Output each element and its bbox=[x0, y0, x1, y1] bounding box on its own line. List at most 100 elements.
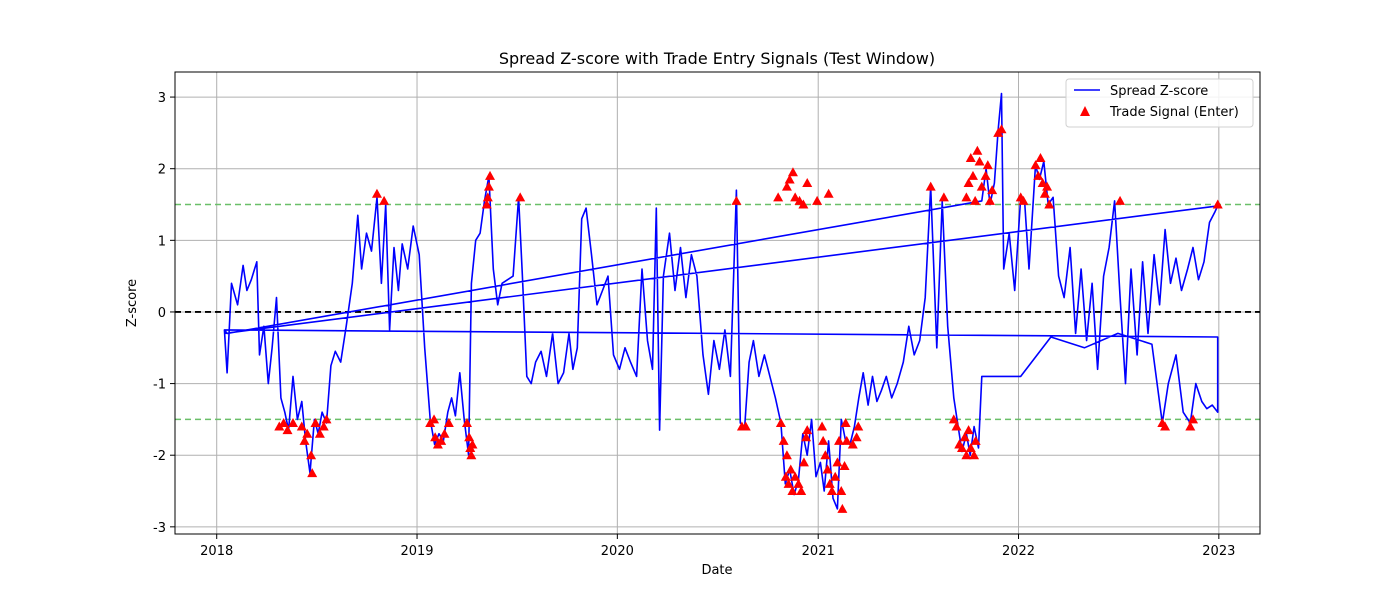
trade-signal-point bbox=[778, 435, 789, 445]
trade-signal-point bbox=[818, 435, 829, 445]
trade-signal-point bbox=[299, 435, 310, 445]
trade-signal-point bbox=[839, 460, 850, 470]
trade-signal-point bbox=[965, 152, 976, 162]
trade-signal-point bbox=[967, 170, 978, 180]
trade-signal-point bbox=[1044, 199, 1055, 209]
trade-signal-point bbox=[287, 417, 298, 427]
plot-area bbox=[175, 92, 1260, 513]
trade-signal-point bbox=[278, 417, 289, 427]
trade-signal-point bbox=[812, 195, 823, 205]
trade-signal-point bbox=[482, 192, 493, 202]
trade-signal-point bbox=[976, 181, 987, 191]
trade-signal-point bbox=[307, 468, 318, 478]
y-tick-label: -3 bbox=[153, 521, 166, 536]
trade-signal-point bbox=[793, 478, 804, 488]
trade-signal-point bbox=[948, 414, 959, 424]
trade-signal-point bbox=[925, 181, 936, 191]
trade-signal-point bbox=[802, 178, 813, 188]
trade-signal-point bbox=[951, 421, 962, 431]
trade-signal-point bbox=[1042, 181, 1053, 191]
trade-signal-point bbox=[731, 195, 742, 205]
x-axis-label: Date bbox=[701, 563, 732, 578]
trade-signal-point bbox=[310, 417, 321, 427]
trade-signal-point bbox=[466, 450, 477, 460]
trade-signal-point bbox=[959, 432, 970, 442]
trade-signal-point bbox=[851, 432, 862, 442]
x-tick-label: 2020 bbox=[601, 544, 634, 559]
trade-signal-point bbox=[963, 425, 974, 435]
trade-signal-point bbox=[740, 421, 751, 431]
trade-signal-point bbox=[938, 192, 949, 202]
y-tick-label: 2 bbox=[158, 163, 166, 178]
trade-signal-point bbox=[972, 145, 983, 155]
legend-box bbox=[1065, 78, 1254, 128]
y-axis-label: Z-score bbox=[125, 279, 140, 327]
y-axis: -3 -2 -1 0 1 2 3 bbox=[153, 91, 175, 536]
trade-signal-point bbox=[802, 425, 813, 435]
trade-signal-point bbox=[987, 185, 998, 195]
trade-signal-point bbox=[996, 124, 1007, 134]
trade-signal-point bbox=[306, 450, 317, 460]
trade-signal-point bbox=[439, 428, 450, 438]
trade-signal-point bbox=[963, 178, 974, 188]
trade-signal-point bbox=[282, 425, 293, 435]
trade-signal-point bbox=[796, 486, 807, 496]
trade-signal-point bbox=[965, 443, 976, 453]
trade-signal-point bbox=[787, 167, 798, 177]
trade-signal-point bbox=[781, 450, 792, 460]
trade-signal-point bbox=[790, 192, 801, 202]
x-tick-label: 2023 bbox=[1202, 544, 1235, 559]
trade-signal-point bbox=[817, 421, 828, 431]
trade-signal-point bbox=[970, 435, 981, 445]
y-tick-label: 3 bbox=[158, 91, 166, 106]
trade-signal-point bbox=[853, 421, 864, 431]
trade-signal-point bbox=[798, 199, 809, 209]
trade-signal-point bbox=[318, 421, 329, 431]
trade-signal-point bbox=[780, 471, 791, 481]
trade-signal-point bbox=[961, 450, 972, 460]
trade-signal-point bbox=[1037, 178, 1048, 188]
trade-signal-point bbox=[826, 486, 837, 496]
x-tick-label: 2022 bbox=[1002, 544, 1035, 559]
trade-signal-point bbox=[296, 421, 307, 431]
trade-signal-point bbox=[783, 478, 794, 488]
trade-signal-point bbox=[784, 174, 795, 184]
trade-signal-point bbox=[436, 435, 447, 445]
trade-signal-point bbox=[830, 471, 841, 481]
x-tick-label: 2021 bbox=[802, 544, 835, 559]
trade-signal-point bbox=[841, 435, 852, 445]
trade-signal-point bbox=[775, 417, 786, 427]
trade-signal-point bbox=[961, 192, 972, 202]
legend-label-signal: Trade Signal (Enter) bbox=[1109, 105, 1239, 120]
trade-signal-point bbox=[832, 457, 843, 467]
chart-title: Spread Z-score with Trade Entry Signals … bbox=[499, 49, 935, 68]
trade-signal-point bbox=[836, 486, 847, 496]
trade-signal-point bbox=[773, 192, 784, 202]
trade-signal-point bbox=[984, 195, 995, 205]
trade-signal-point bbox=[785, 464, 796, 474]
trade-signal-point bbox=[443, 417, 454, 427]
trade-signal-point bbox=[824, 478, 835, 488]
trade-signal-point bbox=[822, 464, 833, 474]
axes-frame bbox=[174, 71, 1261, 535]
trade-signal-point bbox=[980, 170, 991, 180]
trade-signal-point bbox=[302, 428, 313, 438]
trade-signal-point bbox=[974, 156, 985, 166]
trade-signal-point bbox=[837, 503, 848, 513]
trade-signal-point bbox=[956, 443, 967, 453]
y-tick-label: 1 bbox=[158, 234, 166, 249]
trade-signal-point bbox=[1030, 160, 1041, 170]
trade-signal-point bbox=[1035, 152, 1046, 162]
trade-signal-point bbox=[481, 199, 492, 209]
trade-signal-point bbox=[834, 435, 845, 445]
x-axis: 2018 2019 2020 2021 2022 2023 bbox=[200, 534, 1235, 559]
trade-signal-point bbox=[781, 181, 792, 191]
trade-signal-point bbox=[461, 417, 472, 427]
y-tick-label: -1 bbox=[153, 378, 166, 393]
trade-signal-point bbox=[787, 486, 798, 496]
trade-signal-point bbox=[314, 428, 325, 438]
trade-signal-point bbox=[840, 417, 851, 427]
trade-signal-point bbox=[515, 192, 526, 202]
trade-signal-point bbox=[483, 181, 494, 191]
